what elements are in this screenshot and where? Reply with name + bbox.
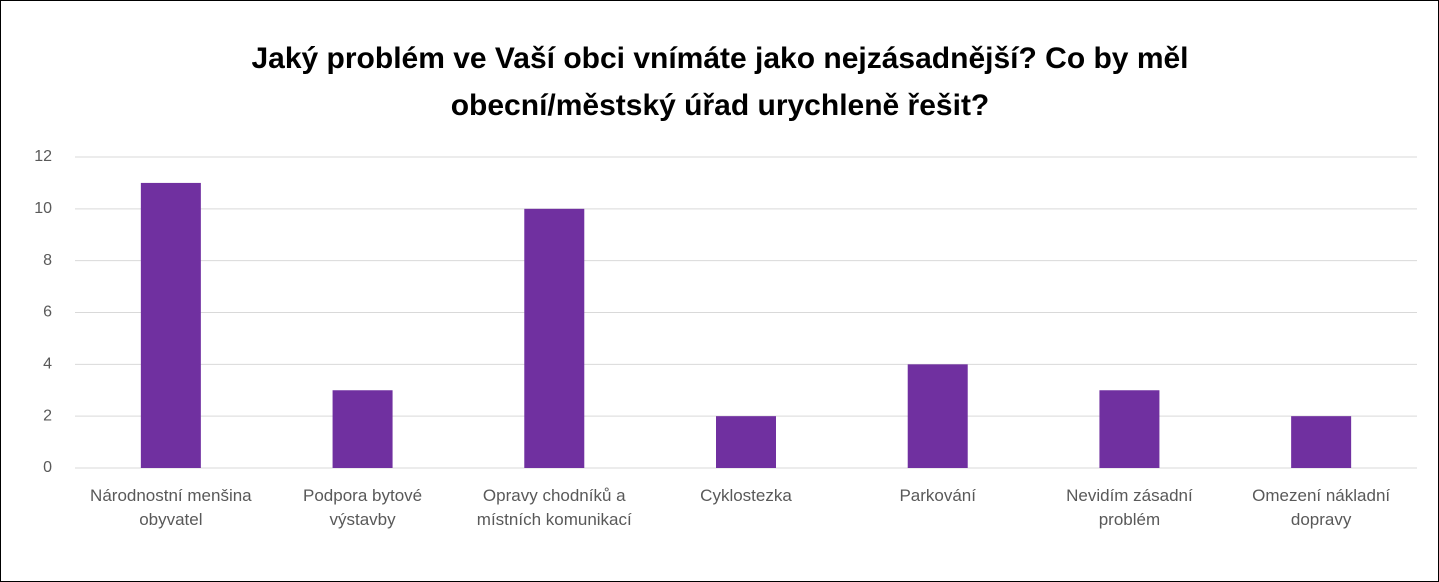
x-tick-label: Opravy chodníků a místních komunikací (477, 486, 632, 529)
y-tick-label: 12 (34, 148, 52, 165)
x-tick-label: Nevidím zásadní problém (1066, 486, 1193, 529)
x-tick-label: Parkování (899, 486, 976, 505)
chart-title: Jaký problém ve Vaší obci vnímáte jako n… (251, 42, 1188, 122)
x-tick-label: Podpora bytové výstavby (303, 486, 422, 529)
x-tick-label: Omezení nákladní dopravy (1252, 486, 1390, 529)
bar (1099, 390, 1160, 468)
bar (524, 208, 585, 469)
bar (907, 364, 968, 468)
x-tick-label: Cyklostezka (700, 486, 792, 505)
bar (1291, 416, 1352, 468)
bar (332, 390, 393, 468)
bar (140, 182, 201, 468)
y-tick-label: 2 (43, 407, 52, 424)
y-tick-label: 8 (43, 252, 52, 269)
x-tick-label: Národnostní menšina obyvatel (90, 486, 252, 529)
y-tick-label: 6 (43, 304, 52, 321)
y-tick-label: 0 (43, 459, 52, 476)
y-tick-label: 4 (43, 356, 52, 373)
y-tick-label: 10 (34, 200, 52, 217)
bar (716, 416, 776, 468)
